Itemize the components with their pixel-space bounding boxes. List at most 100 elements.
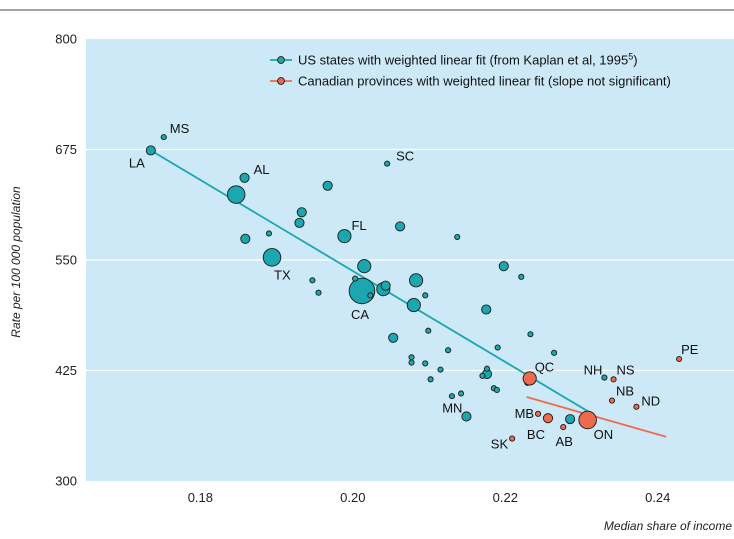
y-tick-label: 800: [55, 32, 77, 47]
point-label-ns: NS: [617, 362, 635, 377]
us-state-point: [601, 374, 608, 381]
us-state-point: [262, 248, 282, 267]
us-state-point: [352, 275, 359, 282]
canada-province-point: [578, 410, 597, 430]
x-tick-label: 0.24: [645, 490, 670, 505]
us-state-point: [406, 298, 421, 313]
us-state-point: [493, 386, 500, 393]
point-label-mn: MN: [442, 400, 462, 415]
point-label-nd: ND: [641, 394, 660, 409]
y-tick-label: 675: [55, 142, 77, 157]
us-state-point: [357, 259, 372, 274]
legend: US states with weighted linear fit (from…: [270, 52, 671, 89]
point-label-nh: NH: [584, 363, 603, 378]
point-label-pe: PE: [681, 342, 699, 357]
us-state-point: [422, 360, 429, 367]
point-label-ca: CA: [351, 307, 369, 322]
us-state-point: [322, 180, 333, 191]
legend-us-footnote: 5: [628, 52, 633, 62]
us-state-point: [454, 233, 461, 241]
x-tick-label: 0.18: [188, 490, 213, 505]
point-label-bc: BC: [527, 427, 545, 442]
us-state-point: [408, 359, 415, 366]
us-state-point: [160, 134, 167, 141]
us-state-point: [551, 349, 558, 356]
us-state-point: [348, 277, 376, 305]
us-state-point: [296, 207, 307, 218]
us-state-point: [409, 273, 424, 288]
us-state-point: [145, 145, 156, 156]
us-state-point: [427, 376, 434, 383]
us-state-point: [240, 233, 251, 244]
legend-canada-label: Canadian provinces with weighted linear …: [298, 74, 671, 89]
us-state-point: [422, 292, 429, 299]
canada-fit-line: [526, 396, 667, 438]
point-label-nb: NB: [616, 384, 634, 399]
us-state-point: [448, 393, 455, 400]
us-state-point: [239, 172, 250, 183]
point-label-sk: SK: [491, 437, 509, 452]
canada-province-point: [610, 376, 617, 383]
y-tick-label: 300: [55, 474, 77, 489]
x-tick-label: 0.20: [340, 490, 365, 505]
legend-us-label: US states with weighted linear fit (from…: [298, 52, 638, 68]
canada-province-point: [560, 424, 567, 431]
us-state-point: [337, 229, 352, 244]
us-state-point: [494, 344, 501, 351]
us-state-point: [481, 304, 492, 315]
us-state-point: [408, 354, 415, 361]
y-tick-label: 425: [55, 363, 77, 378]
point-label-ab: AB: [556, 434, 573, 449]
point-label-al: AL: [254, 162, 270, 177]
y-axis-title: Rate per 100 000 population: [9, 186, 23, 338]
us-state-point: [458, 390, 465, 397]
us-state-point: [445, 347, 452, 354]
legend-us-suffix: ): [633, 53, 637, 68]
us-state-point: [479, 372, 486, 379]
canada-province-point: [676, 355, 683, 363]
us-state-point: [425, 327, 432, 334]
us-state-point: [367, 292, 374, 299]
canada-province-point: [633, 403, 640, 410]
legend-canada-marker: [277, 77, 285, 85]
grid-lines: [86, 148, 734, 372]
point-label-on: ON: [594, 427, 614, 442]
point-label-fl: FL: [351, 218, 366, 233]
canada-province-point: [608, 397, 616, 404]
us-state-point: [483, 365, 491, 372]
us-state-point: [461, 411, 472, 422]
us-state-point: [518, 273, 525, 280]
us-state-point: [527, 331, 534, 338]
us-state-point: [384, 160, 391, 167]
point-labels: MS LA AL SC FL TX CA MN NH QC PE NS NB ND ON AB BC MB SK: [129, 121, 699, 451]
x-tick-label: 0.22: [493, 490, 518, 505]
point-label-ms: MS: [170, 121, 190, 136]
us-state-point: [565, 414, 576, 425]
us-state-point: [498, 261, 509, 272]
us-state-point: [315, 289, 322, 296]
us-state-point: [380, 280, 391, 291]
us-state-point: [437, 366, 444, 373]
legend-us-marker: [277, 56, 285, 64]
us-state-point: [265, 230, 273, 237]
us-state-point: [294, 217, 305, 228]
x-axis: 0.18 0.20 0.22 0.24: [188, 490, 671, 505]
canada-province-point: [522, 371, 537, 386]
canada-province-point: [535, 410, 542, 417]
point-label-la: LA: [129, 155, 145, 170]
y-axis: 300 425 550 675 800: [55, 32, 77, 489]
point-label-qc: QC: [535, 359, 555, 374]
us-state-point: [388, 332, 399, 343]
us-state-point: [309, 277, 316, 284]
point-label-tx: TX: [274, 267, 291, 282]
y-tick-label: 550: [55, 253, 77, 268]
point-label-sc: SC: [396, 149, 414, 164]
data-points: [145, 134, 683, 442]
point-label-mb: MB: [515, 406, 535, 421]
canada-province-point: [542, 413, 554, 424]
us-state-point: [395, 221, 406, 232]
x-axis-title: Median share of income: [604, 519, 732, 533]
canada-province-point: [509, 435, 516, 442]
us-state-point: [226, 185, 246, 204]
